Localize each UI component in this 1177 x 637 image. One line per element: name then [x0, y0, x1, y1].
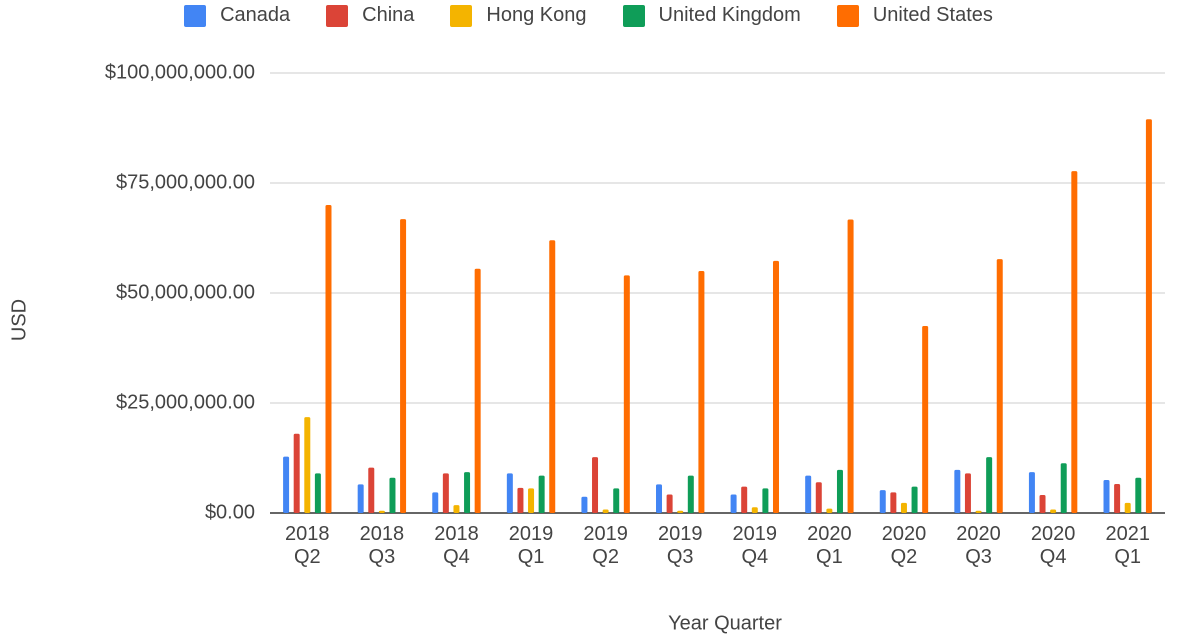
bar	[751, 507, 758, 513]
bar	[602, 509, 609, 513]
y-tick-label: $100,000,000.00	[105, 61, 255, 83]
bar	[996, 259, 1003, 513]
legend-item: United Kingdom	[622, 4, 801, 27]
x-axis-label: Year Quarter	[668, 612, 782, 634]
y-tick-label: $0.00	[205, 501, 255, 523]
bar	[677, 510, 684, 513]
x-tick-label: 2019 Q3	[657, 523, 703, 568]
bar	[1028, 472, 1035, 513]
bar	[1050, 509, 1057, 513]
legend-label: United Kingdom	[658, 4, 801, 26]
bar	[432, 492, 439, 513]
legend-label: China	[362, 4, 415, 26]
bar	[357, 484, 364, 513]
bar	[592, 457, 599, 513]
x-tick-label: 2018 Q3	[359, 523, 405, 568]
bar	[389, 477, 396, 513]
bar	[954, 469, 961, 513]
bar	[453, 505, 460, 513]
bar	[623, 275, 630, 513]
bar	[1060, 463, 1067, 513]
bar	[730, 494, 737, 513]
bar	[517, 487, 524, 513]
bar	[314, 473, 321, 513]
bar	[400, 219, 407, 513]
bar	[474, 268, 481, 513]
bar	[698, 271, 705, 513]
bar	[283, 456, 290, 513]
bar	[1145, 119, 1152, 513]
bar	[986, 457, 993, 513]
x-tick-label: 2018 Q2	[285, 523, 330, 568]
bar	[687, 475, 694, 513]
legend-swatch	[836, 4, 859, 27]
bar	[964, 473, 971, 513]
legend-item: United States	[836, 4, 993, 27]
x-tick-label: 2020 Q3	[956, 523, 1001, 568]
bar	[368, 467, 375, 513]
bar	[613, 488, 620, 513]
x-tick-label: 2019 Q4	[732, 523, 778, 568]
legend-label: United States	[872, 4, 993, 26]
bar	[656, 484, 663, 513]
bar	[900, 502, 907, 513]
bar	[464, 472, 471, 513]
bar	[762, 488, 769, 513]
bar	[528, 488, 535, 513]
legend-swatch	[184, 4, 207, 27]
bar	[549, 240, 556, 513]
bar	[666, 494, 673, 513]
y-axis-label: USD	[8, 299, 30, 341]
bar	[1039, 494, 1046, 513]
legend-swatch	[622, 4, 645, 27]
bar	[911, 486, 918, 513]
bar	[847, 219, 854, 513]
legend-swatch	[450, 4, 473, 27]
bar	[293, 433, 300, 513]
bar	[442, 473, 449, 513]
bar	[1114, 483, 1121, 513]
bar	[1103, 480, 1110, 513]
y-tick-label: $25,000,000.00	[116, 391, 255, 413]
bar	[922, 326, 929, 513]
x-tick-label: 2018 Q4	[434, 523, 479, 568]
y-tick-label: $75,000,000.00	[116, 171, 255, 193]
bar	[741, 486, 748, 513]
x-tick-label: 2020 Q4	[1030, 523, 1076, 568]
legend-item: Canada	[184, 4, 290, 27]
bar	[772, 260, 779, 513]
bar	[975, 510, 982, 513]
legend-label: Canada	[220, 4, 291, 26]
x-tick-label: 2019 Q1	[508, 523, 554, 568]
legend: Canada China Hong Kong United Kingdom United…	[0, 4, 1177, 27]
x-tick-label: 2020 Q1	[807, 523, 852, 568]
bar	[538, 475, 545, 513]
bar	[805, 475, 812, 513]
bar	[378, 510, 385, 513]
x-tick-label: 2020 Q2	[881, 523, 927, 568]
bar	[506, 473, 513, 513]
legend-label: Hong Kong	[486, 4, 587, 26]
bar	[836, 469, 843, 513]
bar	[1135, 477, 1142, 513]
bar	[1124, 502, 1131, 513]
bar	[826, 508, 833, 513]
bar	[325, 205, 332, 513]
legend-swatch	[326, 4, 349, 27]
legend-item: China	[326, 4, 414, 27]
legend-item: Hong Kong	[450, 4, 587, 27]
bar	[1071, 171, 1078, 513]
bar	[581, 496, 588, 513]
bar	[879, 490, 886, 513]
bar	[890, 492, 897, 513]
bar	[304, 417, 311, 513]
x-tick-label: 2019 Q2	[583, 523, 628, 568]
y-tick-label: $50,000,000.00	[116, 281, 255, 303]
x-tick-label: 2021 Q1	[1105, 523, 1150, 568]
bar	[815, 482, 822, 513]
